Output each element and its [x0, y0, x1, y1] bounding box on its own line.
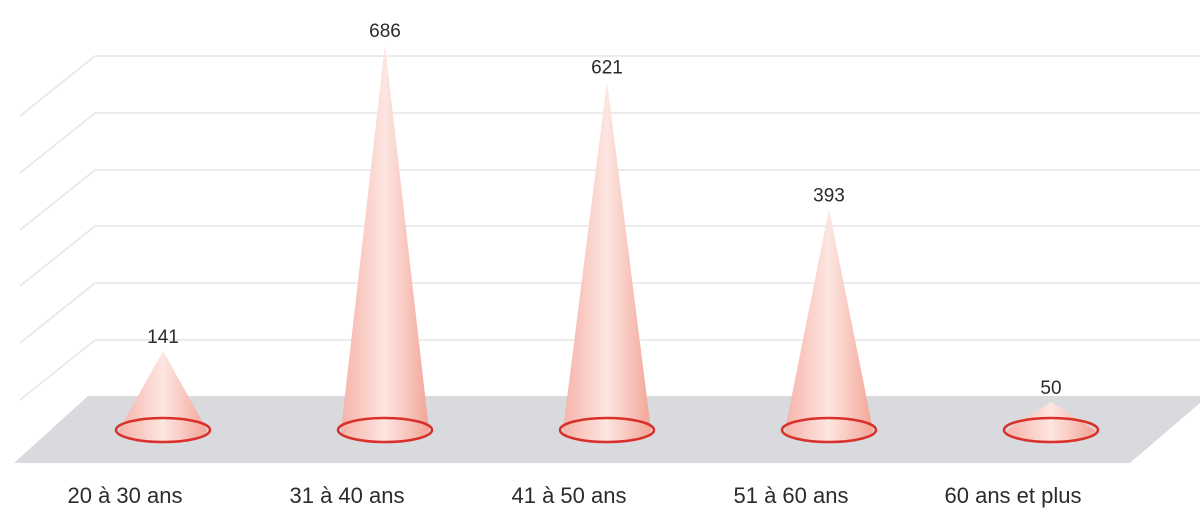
- cone-base-ellipse: [336, 416, 434, 444]
- grid-line-side: [19, 112, 96, 174]
- cone-mark: [1007, 401, 1095, 442]
- labels: 141 20 à 30 ans 686 31 à 40 ans 621 41 à 50 a…: [68, 21, 1082, 508]
- category-label: 20 à 30 ans: [68, 483, 183, 508]
- grid-line-side: [19, 339, 96, 401]
- cone-mark: [563, 81, 651, 443]
- category-label: 41 à 50 ans: [512, 483, 627, 508]
- value-label: 686: [369, 21, 401, 42]
- cone-mark: [341, 45, 429, 442]
- category-label: 60 ans et plus: [945, 483, 1082, 508]
- grid-line-side: [19, 225, 96, 287]
- category-label: 31 à 40 ans: [290, 483, 405, 508]
- cone-base-ellipse: [114, 416, 212, 444]
- value-label: 621: [591, 57, 623, 78]
- value-label: 50: [1040, 378, 1061, 399]
- value-label: 393: [813, 185, 845, 206]
- cone-base-ellipse: [780, 416, 878, 444]
- value-label: 141: [147, 327, 179, 348]
- cone-base-ellipse: [558, 416, 656, 444]
- grid-line-side: [19, 55, 96, 117]
- cones: [114, 45, 1100, 444]
- grid-line-side: [19, 282, 96, 344]
- cone-base-ellipse: [1002, 416, 1100, 444]
- grid-lines: [19, 55, 1200, 401]
- category-label: 51 à 60 ans: [734, 483, 849, 508]
- cone-mark: [785, 209, 873, 442]
- grid-line-side: [19, 169, 96, 231]
